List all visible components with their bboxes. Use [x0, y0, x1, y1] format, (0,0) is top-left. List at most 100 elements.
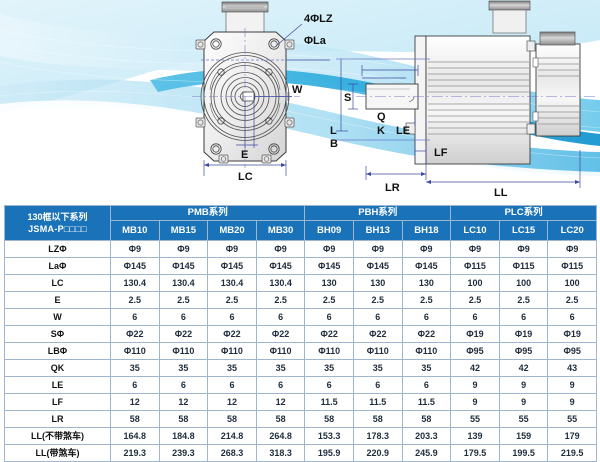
cell-10-2: 58: [207, 410, 257, 428]
label-phila: ΦLa: [304, 35, 327, 47]
cell-1-7: Φ115: [450, 257, 500, 275]
table-row: LL(带煞车) 219.3 239.3 268.3 318.3 195.9 220.9 245…: [4, 444, 597, 462]
cell-12-3: 318.3: [255, 444, 306, 462]
cell-5-1: Φ22: [158, 325, 209, 343]
table-row: LaΦ Φ145 Φ145 Φ145 Φ145 Φ145 Φ145 Φ145 Φ115 Φ115 Φ…: [4, 257, 597, 275]
cell-11-3: 264.8: [255, 427, 306, 445]
row-label: LE: [4, 376, 111, 394]
cell-4-8: 6: [498, 308, 549, 326]
cell-11-2: 214.8: [207, 427, 257, 445]
cell-6-7: Φ95: [450, 342, 500, 360]
row-label: LZΦ: [4, 240, 111, 258]
cell-3-3: 2.5: [255, 291, 306, 309]
cell-10-8: 55: [498, 410, 549, 428]
corner-line-1: 130框以下系列: [27, 212, 88, 222]
cell-0-3: Φ9: [255, 240, 306, 258]
cell-8-3: 6: [255, 376, 306, 394]
cell-7-2: 35: [207, 359, 257, 377]
label-ll: LL: [494, 187, 508, 199]
cell-12-5: 220.9: [352, 444, 403, 462]
model-header-mb20: MB20: [207, 220, 257, 241]
cell-2-9: 100: [547, 274, 597, 292]
cell-6-1: Φ110: [158, 342, 209, 360]
corner-line-2: JSMA-P□□□□: [28, 224, 87, 234]
label-w: W: [292, 84, 303, 96]
model-header-bh18: BH18: [401, 220, 452, 241]
cell-11-1: 184.8: [158, 427, 209, 445]
cell-6-4: Φ110: [304, 342, 354, 360]
row-label: LBΦ: [4, 342, 111, 360]
label-s: S: [344, 92, 351, 104]
label-k: K: [377, 125, 385, 137]
cell-2-4: 130: [304, 274, 354, 292]
cell-8-9: 9: [547, 376, 597, 394]
cell-3-0: 2.5: [110, 291, 160, 309]
cell-9-1: 12: [158, 393, 209, 411]
cell-10-0: 58: [110, 410, 160, 428]
cell-7-0: 35: [110, 359, 160, 377]
cell-5-4: Φ22: [304, 325, 354, 343]
cell-4-7: 6: [450, 308, 500, 326]
cell-0-1: Φ9: [158, 240, 209, 258]
cell-12-6: 245.9: [401, 444, 452, 462]
model-header-mb30: MB30: [255, 220, 306, 241]
cell-1-5: Φ145: [352, 257, 403, 275]
cell-6-2: Φ110: [207, 342, 257, 360]
cell-3-4: 2.5: [304, 291, 354, 309]
cell-6-6: Φ110: [401, 342, 452, 360]
cell-12-7: 179.5: [450, 444, 500, 462]
cell-3-1: 2.5: [158, 291, 209, 309]
group-header-pmb: PMB系列: [109, 204, 306, 222]
table-head: 130框以下系列 JSMA-P□□□□ PMB系列 PBH系列 PLC系列 MB…: [4, 204, 597, 241]
cell-3-5: 2.5: [352, 291, 403, 309]
cell-9-5: 11.5: [352, 393, 403, 411]
label-e-front: E: [241, 149, 248, 161]
cell-6-3: Φ110: [255, 342, 306, 360]
cell-0-2: Φ9: [207, 240, 257, 258]
row-label: W: [4, 308, 111, 326]
row-label: E: [4, 291, 111, 309]
cell-8-2: 6: [207, 376, 257, 394]
cell-11-6: 203.3: [401, 427, 452, 445]
cell-11-0: 164.8: [110, 427, 160, 445]
cell-0-8: Φ9: [498, 240, 549, 258]
cell-10-7: 55: [450, 410, 500, 428]
cell-2-1: 130.4: [158, 274, 209, 292]
technical-drawing: 4ΦLZ ΦLa W LC E: [0, 0, 600, 200]
cell-11-5: 178.3: [352, 427, 403, 445]
label-l: L: [330, 125, 337, 137]
table-row: E 2.5 2.5 2.5 2.5 2.5 2.5 2.5 2.5 2.5 2.5: [4, 291, 597, 309]
cell-7-7: 42: [450, 359, 500, 377]
group-header-pbh: PBH系列: [304, 204, 452, 222]
specification-table: 130框以下系列 JSMA-P□□□□ PMB系列 PBH系列 PLC系列 MB…: [4, 204, 597, 462]
table-row: QK 35 35 35 35 35 35 35 42 42 43: [4, 359, 597, 377]
cell-5-7: Φ19: [450, 325, 500, 343]
model-header-bh09: BH09: [304, 220, 354, 241]
cell-0-9: Φ9: [547, 240, 597, 258]
cell-4-3: 6: [255, 308, 306, 326]
front-view-callouts: [201, 23, 330, 61]
cell-9-9: 9: [547, 393, 597, 411]
specification-table-wrapper: 130框以下系列 JSMA-P□□□□ PMB系列 PBH系列 PLC系列 MB…: [4, 204, 597, 462]
side-view-dimensions: [336, 58, 581, 188]
cell-4-6: 6: [401, 308, 452, 326]
cell-3-2: 2.5: [207, 291, 257, 309]
model-header-bh13: BH13: [352, 220, 403, 241]
cell-1-3: Φ145: [255, 257, 306, 275]
cell-10-4: 58: [304, 410, 354, 428]
row-label: LL(不带煞车): [4, 427, 111, 445]
cell-5-8: Φ19: [498, 325, 549, 343]
row-label: LR: [4, 410, 111, 428]
cell-12-1: 239.3: [158, 444, 209, 462]
cell-4-5: 6: [352, 308, 403, 326]
cell-2-0: 130.4: [110, 274, 160, 292]
side-connector-box: [488, 0, 531, 34]
cell-0-0: Φ9: [110, 240, 160, 258]
table-body: LZΦ Φ9 Φ9 Φ9 Φ9 Φ9 Φ9 Φ9 Φ9 Φ9 Φ9 LaΦ Φ145 Φ145 Φ145 Φ1…: [4, 240, 597, 462]
cell-10-6: 58: [401, 410, 452, 428]
cell-10-9: 55: [547, 410, 597, 428]
cell-6-0: Φ110: [110, 342, 160, 360]
cell-1-9: Φ115: [547, 257, 597, 275]
cell-10-1: 58: [158, 410, 209, 428]
label-q: Q: [377, 111, 386, 123]
